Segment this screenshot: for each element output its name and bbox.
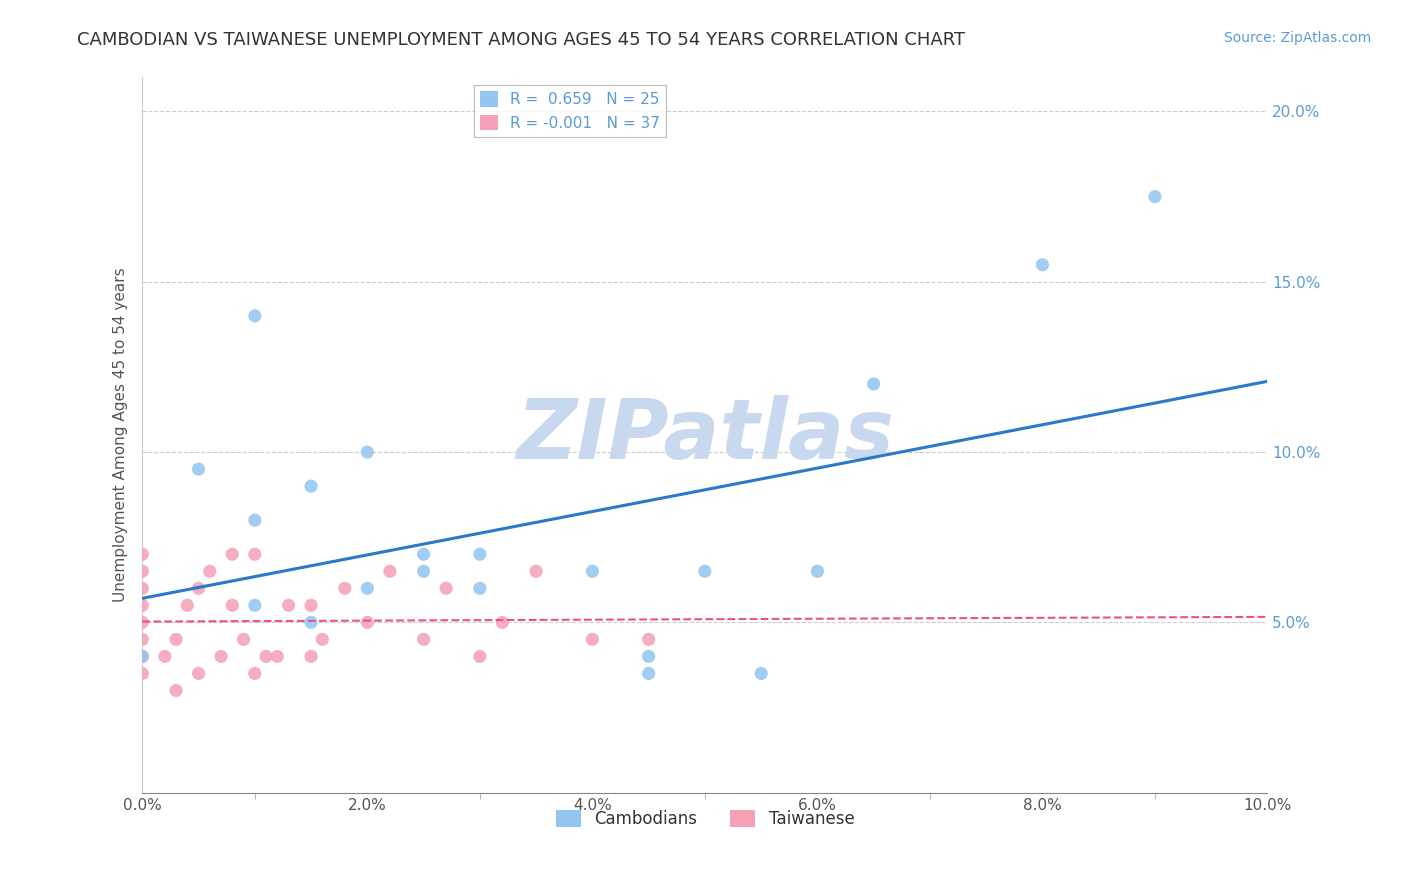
Point bbox=[131, 649, 153, 664]
Point bbox=[637, 649, 659, 664]
Point bbox=[221, 599, 243, 613]
Point bbox=[187, 582, 209, 596]
Point bbox=[524, 564, 547, 578]
Point bbox=[221, 547, 243, 561]
Point bbox=[637, 666, 659, 681]
Point bbox=[254, 649, 277, 664]
Point bbox=[412, 564, 434, 578]
Text: CAMBODIAN VS TAIWANESE UNEMPLOYMENT AMONG AGES 45 TO 54 YEARS CORRELATION CHART: CAMBODIAN VS TAIWANESE UNEMPLOYMENT AMON… bbox=[77, 31, 966, 49]
Point bbox=[468, 582, 491, 596]
Point bbox=[243, 513, 266, 527]
Point bbox=[491, 615, 513, 630]
Point bbox=[378, 564, 401, 578]
Point bbox=[131, 615, 153, 630]
Point bbox=[131, 599, 153, 613]
Point bbox=[356, 582, 378, 596]
Point bbox=[412, 632, 434, 647]
Point bbox=[356, 615, 378, 630]
Point bbox=[277, 599, 299, 613]
Point bbox=[243, 547, 266, 561]
Point bbox=[209, 649, 232, 664]
Point bbox=[581, 632, 603, 647]
Point bbox=[232, 632, 254, 647]
Point bbox=[131, 632, 153, 647]
Point bbox=[131, 547, 153, 561]
Point bbox=[243, 666, 266, 681]
Point bbox=[581, 564, 603, 578]
Point bbox=[131, 649, 153, 664]
Legend: Cambodians, Taiwanese: Cambodians, Taiwanese bbox=[548, 803, 860, 834]
Point bbox=[131, 582, 153, 596]
Point bbox=[356, 445, 378, 459]
Point bbox=[1031, 258, 1053, 272]
Point bbox=[862, 376, 884, 391]
Point bbox=[299, 649, 322, 664]
Point bbox=[299, 479, 322, 493]
Text: Source: ZipAtlas.com: Source: ZipAtlas.com bbox=[1223, 31, 1371, 45]
Point bbox=[131, 666, 153, 681]
Point bbox=[468, 547, 491, 561]
Point bbox=[434, 582, 457, 596]
Point bbox=[637, 632, 659, 647]
Point bbox=[468, 649, 491, 664]
Point bbox=[187, 666, 209, 681]
Point bbox=[311, 632, 333, 647]
Point bbox=[266, 649, 288, 664]
Y-axis label: Unemployment Among Ages 45 to 54 years: Unemployment Among Ages 45 to 54 years bbox=[114, 268, 128, 602]
Point bbox=[165, 683, 187, 698]
Point bbox=[333, 582, 356, 596]
Point bbox=[693, 564, 716, 578]
Point bbox=[243, 309, 266, 323]
Point bbox=[299, 599, 322, 613]
Text: ZIPatlas: ZIPatlas bbox=[516, 394, 894, 475]
Point bbox=[176, 599, 198, 613]
Point bbox=[243, 599, 266, 613]
Point bbox=[153, 649, 176, 664]
Point bbox=[131, 564, 153, 578]
Point bbox=[1143, 189, 1166, 203]
Point bbox=[165, 632, 187, 647]
Point bbox=[299, 615, 322, 630]
Point bbox=[806, 564, 828, 578]
Point bbox=[198, 564, 221, 578]
Point bbox=[412, 547, 434, 561]
Point bbox=[749, 666, 772, 681]
Point bbox=[187, 462, 209, 476]
